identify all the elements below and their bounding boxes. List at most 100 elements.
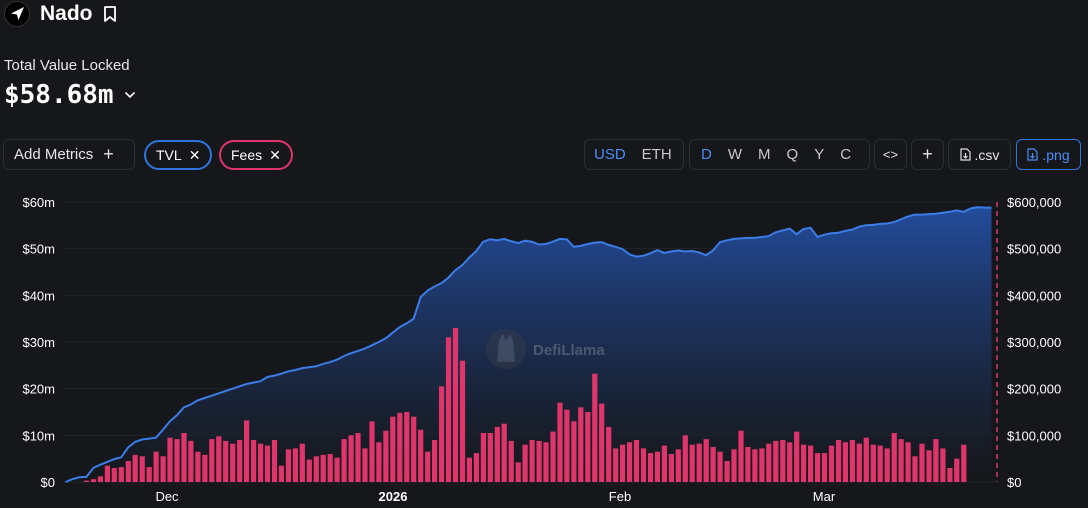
- fees-bar: [828, 445, 835, 482]
- currency-usd[interactable]: USD: [594, 146, 626, 163]
- fees-bar: [801, 444, 807, 482]
- y-right-tick-label: $500,000: [1007, 242, 1061, 257]
- fees-bar: [661, 445, 667, 482]
- header: Nado: [4, 1, 117, 27]
- fees-bar: [842, 442, 848, 482]
- fees-bar: [285, 449, 291, 482]
- fees-bar: [529, 440, 535, 482]
- fees-bar: [237, 440, 243, 482]
- period-c[interactable]: C: [840, 146, 852, 163]
- csv-download-button[interactable]: .csv: [948, 139, 1011, 170]
- fees-bar: [947, 468, 953, 482]
- fees-bar: [111, 468, 117, 482]
- period-toggle: D W M Q Y C: [689, 139, 870, 170]
- fees-bar: [808, 445, 814, 482]
- fees-bar: [961, 444, 967, 482]
- fees-bar: [473, 453, 479, 482]
- fees-bar: [418, 429, 424, 482]
- fees-bar: [83, 480, 90, 482]
- fees-bar: [620, 444, 626, 482]
- fees-bar: [320, 454, 326, 482]
- chevron-down-icon[interactable]: [124, 91, 136, 99]
- embed-button[interactable]: <>: [874, 139, 907, 170]
- fees-bar: [675, 449, 681, 482]
- fees-bar: [132, 454, 138, 482]
- period-d[interactable]: D: [701, 146, 712, 163]
- png-download-button[interactable]: .png: [1016, 139, 1081, 170]
- fees-bar: [292, 448, 298, 482]
- fees-bar: [404, 412, 410, 482]
- embed-code-icon: <>: [882, 147, 899, 162]
- x-tick-label: Mar: [813, 489, 836, 504]
- fees-bar: [202, 454, 208, 482]
- fees-bar: [717, 451, 723, 482]
- add-metrics-label: Add Metrics: [14, 146, 94, 163]
- fees-bar: [97, 476, 103, 482]
- fees-bar: [703, 439, 709, 482]
- tvl-label: Total Value Locked: [4, 57, 130, 74]
- fees-bar: [271, 440, 278, 482]
- fees-bar: [738, 430, 744, 482]
- currency-eth[interactable]: ETH: [641, 146, 672, 163]
- fees-bar: [390, 416, 396, 482]
- period-m[interactable]: M: [758, 146, 771, 163]
- x-tick-label: 2026: [379, 489, 408, 504]
- fees-bar: [759, 448, 765, 482]
- fees-bar: [195, 451, 201, 482]
- close-icon[interactable]: ✕: [188, 146, 201, 163]
- fees-bar: [877, 445, 883, 482]
- y-right-tick-label: $400,000: [1007, 288, 1061, 303]
- fees-bar: [188, 440, 194, 482]
- fees-bar: [787, 442, 793, 482]
- fees-bar: [905, 442, 911, 482]
- fees-bar: [216, 436, 222, 482]
- fees-bar: [550, 431, 556, 482]
- fees-metric-pill[interactable]: Fees ✕: [219, 140, 293, 170]
- fees-bar: [153, 451, 159, 482]
- fees-bar: [835, 440, 842, 482]
- y-left-tick-label: $10m: [22, 428, 55, 443]
- bookmark-icon[interactable]: [103, 6, 117, 22]
- add-metrics-button[interactable]: Add Metrics +: [3, 139, 135, 170]
- plus-icon: +: [922, 144, 933, 164]
- fees-bar: [327, 454, 333, 482]
- fees-bar: [766, 443, 772, 482]
- fees-bar: [940, 448, 946, 482]
- fees-bar: [397, 412, 403, 482]
- period-y[interactable]: Y: [814, 146, 825, 163]
- y-right-tick-label: $0: [1007, 475, 1021, 490]
- fees-bar: [383, 430, 389, 482]
- close-icon[interactable]: ✕: [269, 146, 281, 163]
- fees-bar: [515, 462, 521, 482]
- y-right-tick-label: $300,000: [1007, 335, 1061, 350]
- period-w[interactable]: W: [727, 146, 743, 163]
- period-q[interactable]: Q: [786, 146, 799, 163]
- fees-bar: [815, 453, 821, 482]
- pill-label-fees: Fees: [231, 147, 263, 163]
- y-right-tick-label: $100,000: [1007, 428, 1061, 443]
- tvl-value[interactable]: $58.68m: [4, 80, 136, 110]
- fees-bars: [83, 328, 967, 482]
- fees-bar: [919, 443, 925, 482]
- y-left-tick-label: $20m: [22, 382, 55, 397]
- defillama-watermark: DefiLlama: [486, 329, 605, 369]
- fees-bar: [682, 435, 688, 482]
- fees-bar: [480, 433, 486, 482]
- y-right-axis: $0 $100,000 $200,000 $300,000 $400,000 $500,0…: [1007, 195, 1061, 490]
- fees-bar: [863, 437, 869, 482]
- y-left-tick-label: $40m: [22, 288, 55, 303]
- fees-bar: [362, 448, 368, 482]
- tvl-metric-pill[interactable]: TVL ✕: [144, 140, 213, 170]
- fees-bar: [821, 453, 828, 482]
- fees-bar: [258, 443, 264, 482]
- fees-bar: [251, 440, 257, 482]
- fees-bar: [313, 456, 319, 482]
- add-button[interactable]: +: [911, 139, 944, 170]
- fees-bar: [348, 435, 354, 482]
- fees-bar: [445, 337, 452, 482]
- fees-bar: [571, 421, 577, 482]
- x-tick-label: Feb: [609, 489, 631, 504]
- tvl-area: [65, 207, 992, 482]
- fees-bar: [278, 465, 284, 482]
- fees-bar: [230, 443, 236, 482]
